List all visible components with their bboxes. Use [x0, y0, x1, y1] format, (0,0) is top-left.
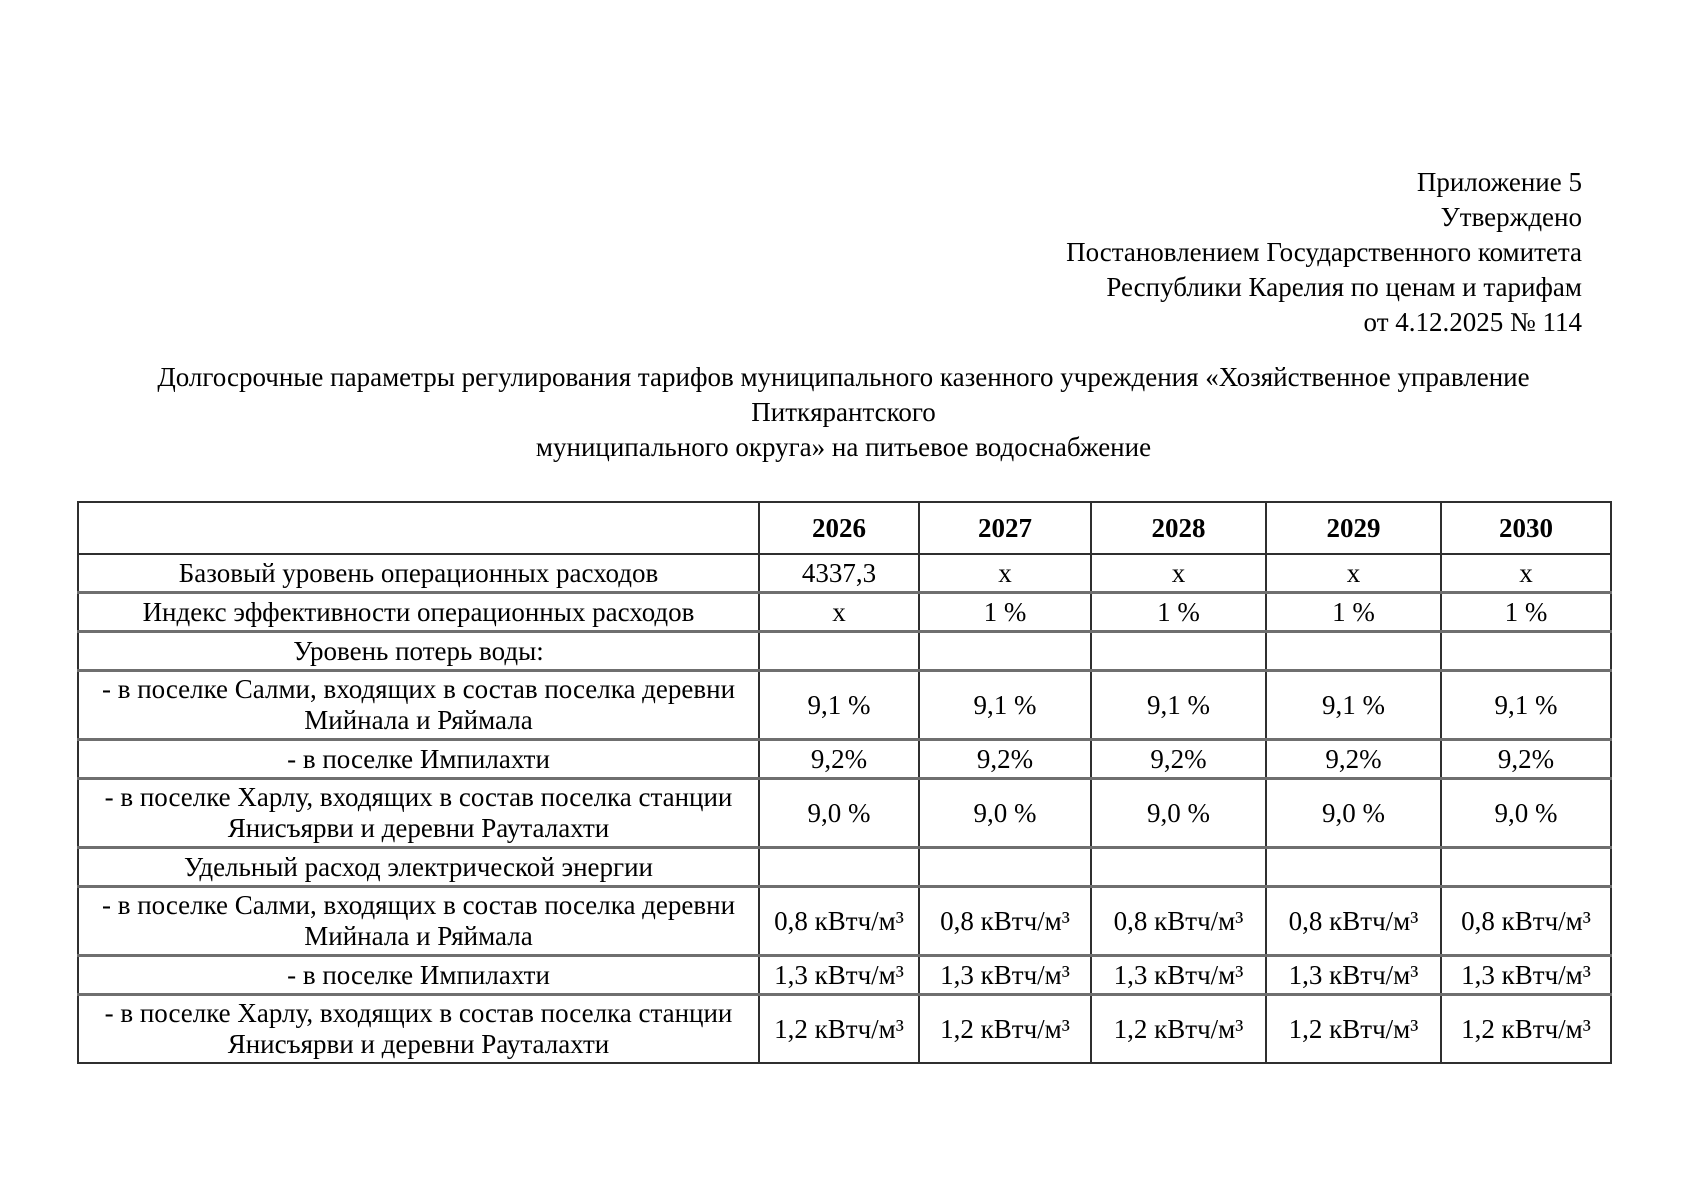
- row-label: - в поселке Салми, входящих в состав пос…: [77, 885, 760, 957]
- cell-value: [1440, 630, 1612, 672]
- cell-value: 9,0 %: [1265, 777, 1442, 849]
- cell-value: 9,2%: [918, 738, 1092, 780]
- cell-value: х: [918, 553, 1092, 594]
- row-label: - в поселке Салми, входящих в состав пос…: [77, 669, 760, 741]
- cell-value: 1,2 кВтч/м³: [1265, 993, 1442, 1064]
- cell-value: 9,1 %: [1440, 669, 1612, 741]
- cell-value: 9,1 %: [758, 669, 920, 741]
- cell-value: 0,8 кВтч/м³: [1440, 885, 1612, 957]
- table-row: - в поселке Импилахти 1,3 кВтч/м³ 1,3 кВтч…: [77, 954, 1612, 996]
- approval-line-appendix: Приложение 5: [1416, 167, 1582, 197]
- cell-value: 1,2 кВтч/м³: [758, 993, 920, 1064]
- document-title: Долгосрочные параметры регулирования тар…: [77, 360, 1610, 465]
- cell-value: 9,2%: [1090, 738, 1267, 780]
- cell-value: х: [1440, 553, 1612, 594]
- cell-value: [918, 630, 1092, 672]
- cell-value: 9,0 %: [1440, 777, 1612, 849]
- cell-value: 1,3 кВтч/м³: [758, 954, 920, 996]
- year-column-header: 2030: [1440, 501, 1612, 555]
- table-row: - в поселке Харлу, входящих в состав пос…: [77, 777, 1612, 849]
- cell-value: 9,2%: [758, 738, 920, 780]
- table-row: - в поселке Салми, входящих в состав пос…: [77, 885, 1612, 957]
- year-column-header: 2026: [758, 501, 920, 555]
- year-column-header: 2028: [1090, 501, 1267, 555]
- cell-value: 9,2%: [1265, 738, 1442, 780]
- cell-value: 1,2 кВтч/м³: [918, 993, 1092, 1064]
- table-row: - в поселке Импилахти 9,2% 9,2% 9,2% 9,2% 9,2…: [77, 738, 1612, 780]
- cell-value: 9,0 %: [758, 777, 920, 849]
- approval-line-decree: Постановлением Государственного комитета: [1066, 237, 1582, 267]
- approval-line-committee: Республики Карелия по ценам и тарифам: [1106, 272, 1582, 302]
- row-label: - в поселке Импилахти: [77, 954, 760, 996]
- year-column-header: 2029: [1265, 501, 1442, 555]
- row-label: Базовый уровень операционных расходов: [77, 553, 760, 594]
- year-column-header: 2027: [918, 501, 1092, 555]
- long-term-parameters-table: 2026 2027 2028 2029 2030 Базовый уровень опе…: [77, 501, 1612, 1064]
- cell-value: 9,2%: [1440, 738, 1612, 780]
- table-body: Базовый уровень операционных расходов 433…: [77, 553, 1612, 1064]
- cell-value: [1265, 846, 1442, 888]
- cell-value: 0,8 кВтч/м³: [758, 885, 920, 957]
- cell-value: 4337,3: [758, 553, 920, 594]
- row-label: Уровень потерь воды:: [77, 630, 760, 672]
- cell-value: [758, 846, 920, 888]
- row-label: - в поселке Харлу, входящих в состав пос…: [77, 993, 760, 1064]
- table-row: Индекс эффективности операционных расход…: [77, 591, 1612, 633]
- approval-line-approved: Утверждено: [1440, 202, 1582, 232]
- cell-value: 1,3 кВтч/м³: [918, 954, 1092, 996]
- cell-value: 0,8 кВтч/м³: [918, 885, 1092, 957]
- table-row: - в поселке Салми, входящих в состав пос…: [77, 669, 1612, 741]
- table-row: Базовый уровень операционных расходов 433…: [77, 553, 1612, 594]
- cell-value: 1 %: [1090, 591, 1267, 633]
- cell-value: х: [1090, 553, 1267, 594]
- cell-value: 0,8 кВтч/м³: [1090, 885, 1267, 957]
- cell-value: [1440, 846, 1612, 888]
- cell-value: 9,1 %: [918, 669, 1092, 741]
- table-header-row: 2026 2027 2028 2029 2030: [77, 501, 1612, 555]
- cell-value: 9,1 %: [1090, 669, 1267, 741]
- row-label: - в поселке Импилахти: [77, 738, 760, 780]
- label-column-header: [77, 501, 760, 555]
- cell-value: [918, 846, 1092, 888]
- cell-value: х: [1265, 553, 1442, 594]
- cell-value: х: [758, 591, 920, 633]
- document-title-line-2: муниципального округа» на питьевое водос…: [535, 432, 1152, 462]
- approval-block: Приложение 5 Утверждено Постановлением Г…: [0, 165, 1582, 340]
- row-label: Удельный расход электрической энергии: [77, 846, 760, 888]
- cell-value: 1,2 кВтч/м³: [1090, 993, 1267, 1064]
- approval-line-date-number: от 4.12.2025 № 114: [1363, 307, 1582, 337]
- cell-value: [1265, 630, 1442, 672]
- cell-value: 1,3 кВтч/м³: [1090, 954, 1267, 996]
- cell-value: 1 %: [1440, 591, 1612, 633]
- cell-value: 1,3 кВтч/м³: [1440, 954, 1612, 996]
- row-label: - в поселке Харлу, входящих в состав пос…: [77, 777, 760, 849]
- cell-value: [1090, 846, 1267, 888]
- cell-value: 1 %: [1265, 591, 1442, 633]
- cell-value: 9,1 %: [1265, 669, 1442, 741]
- cell-value: [758, 630, 920, 672]
- cell-value: 0,8 кВтч/м³: [1265, 885, 1442, 957]
- row-label: Индекс эффективности операционных расход…: [77, 591, 760, 633]
- table-row: - в поселке Харлу, входящих в состав пос…: [77, 993, 1612, 1064]
- table-row: Удельный расход электрической энергии: [77, 846, 1612, 888]
- cell-value: [1090, 630, 1267, 672]
- cell-value: 1,3 кВтч/м³: [1265, 954, 1442, 996]
- cell-value: 1 %: [918, 591, 1092, 633]
- document-title-line-1: Долгосрочные параметры регулирования тар…: [157, 362, 1530, 427]
- cell-value: 9,0 %: [1090, 777, 1267, 849]
- cell-value: 9,0 %: [918, 777, 1092, 849]
- table-row: Уровень потерь воды:: [77, 630, 1612, 672]
- cell-value: 1,2 кВтч/м³: [1440, 993, 1612, 1064]
